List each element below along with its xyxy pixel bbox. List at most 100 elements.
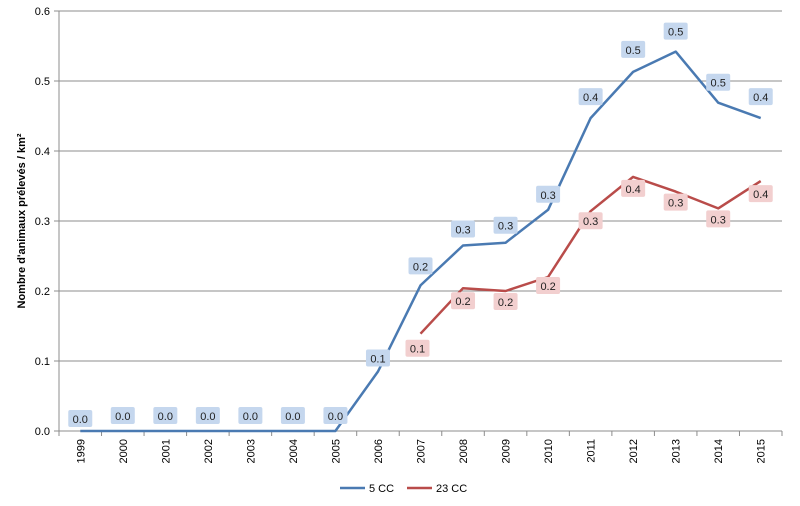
data-label: 0.3 [663,193,688,211]
data-label: 0.5 [663,22,688,40]
data-label-bg [451,292,476,310]
data-label-text: 0.3 [498,221,513,233]
data-label-bg [578,88,603,106]
data-label-text: 0.0 [158,411,173,423]
x-tick-label: 2014 [713,439,725,463]
data-label-text: 0.0 [115,411,130,423]
data-label-text: 0.3 [583,216,598,228]
data-label-text: 0.2 [540,281,555,293]
data-label-bg [748,185,773,203]
x-tick-label: 2008 [458,439,470,463]
data-label-bg [280,407,305,424]
data-label-text: 0.2 [413,261,428,273]
legend-label: 23 CC [436,483,467,495]
data-label-bg [748,88,773,106]
data-label-bg [536,277,561,294]
x-tick-label: 2002 [203,439,215,463]
data-label-text: 0.3 [540,190,555,202]
data-label: 0.0 [238,407,263,424]
x-tick-label: 2006 [373,439,385,463]
x-tick-label: 2012 [628,439,640,463]
data-label-bg [365,349,390,367]
data-label-text: 0.1 [410,344,425,356]
x-tick-label: 2001 [160,439,172,463]
data-label-bg [706,210,731,228]
x-tick-label: 2007 [416,439,428,463]
x-tick-label: 2004 [288,439,300,463]
data-label-bg [706,73,731,91]
data-label-text: 0.2 [498,297,513,309]
y-axis-label: Nombre d'animaux prélevés / km² [16,133,28,308]
data-label: 0.0 [280,407,305,424]
data-label: 0.5 [706,73,731,91]
data-label-text: 0.4 [625,184,640,196]
data-label: 0.3 [451,220,476,238]
gridlines [59,10,782,362]
data-label-bg [663,193,688,211]
data-label-bg [323,407,348,424]
data-label-text: 0.0 [328,411,343,423]
data-label: 0.2 [536,277,561,294]
data-label: 0.0 [110,407,135,424]
data-label-bg [238,407,263,424]
x-tick-label: 2000 [118,439,130,463]
x-tick-label: 2013 [671,439,683,463]
data-label-bg [578,212,603,230]
data-label-text: 0.4 [753,92,768,104]
data-label-text: 0.5 [668,27,683,39]
data-label-bg [405,339,430,357]
data-label-text: 0.5 [625,45,640,57]
data-label-text: 0.0 [73,414,88,426]
y-tick-label: 0.5 [35,76,50,88]
data-label-bg [493,293,518,310]
data-label: 0.3 [578,212,603,230]
data-label-bg [408,257,433,275]
data-label-bg [195,407,220,424]
data-label-text: 0.2 [455,296,470,308]
data-label-bg [493,216,518,234]
y-axis-ticks: 0.0 0.1 0.2 0.3 0.4 0.5 0.6 [35,6,59,438]
x-tick-label: 2010 [543,439,555,463]
data-label-bg [663,22,688,40]
data-labels: 0.0 0.0 0.0 0.0 0.0 0.0 0.0 0.1 0.2 0.3 0.3 0.3 0.4 0… [68,22,773,427]
data-label-text: 0.1 [370,354,385,366]
data-label: 0.5 [621,40,646,58]
y-tick-label: 0.4 [35,146,50,158]
y-tick-label: 0.3 [35,216,50,228]
y-tick-label: 0.2 [35,286,50,298]
legend: 5 CC 23 CC [340,483,467,495]
x-axis-ticks: 1999 2000 2001 2002 2003 2004 2005 2006 2007 2008… [58,431,783,463]
data-label: 0.0 [153,407,178,424]
data-label-text: 0.0 [285,411,300,423]
legend-label: 5 CC [369,483,394,495]
data-label: 0.4 [621,179,646,197]
data-label: 0.1 [405,339,430,357]
data-label-bg [110,407,135,424]
x-tick-label: 2009 [501,439,513,463]
data-label: 0.0 [68,410,93,427]
data-label: 0.4 [578,88,603,106]
data-label: 0.1 [365,349,390,367]
data-label-text: 0.4 [583,92,598,104]
data-label-text: 0.3 [455,225,470,237]
data-label-bg [621,40,646,58]
data-label: 0.0 [323,407,348,424]
data-label: 0.3 [536,185,561,203]
x-tick-label: 2015 [756,439,768,463]
y-tick-label: 0.1 [35,356,50,368]
x-tick-label: 2011 [586,439,598,463]
data-label-text: 0.4 [753,189,768,201]
data-label-bg [68,410,93,427]
data-label: 0.2 [451,292,476,310]
data-label: 0.2 [408,257,433,275]
x-tick-label: 1999 [75,439,87,463]
legend-item: 5 CC [340,483,394,495]
data-label: 0.4 [748,88,773,106]
y-tick-label: 0.6 [35,6,50,18]
series-line-23-cc [419,175,762,335]
data-label-text: 0.0 [243,411,258,423]
data-label-bg [451,220,476,238]
data-label: 0.2 [493,293,518,310]
data-label: 0.0 [195,407,220,424]
